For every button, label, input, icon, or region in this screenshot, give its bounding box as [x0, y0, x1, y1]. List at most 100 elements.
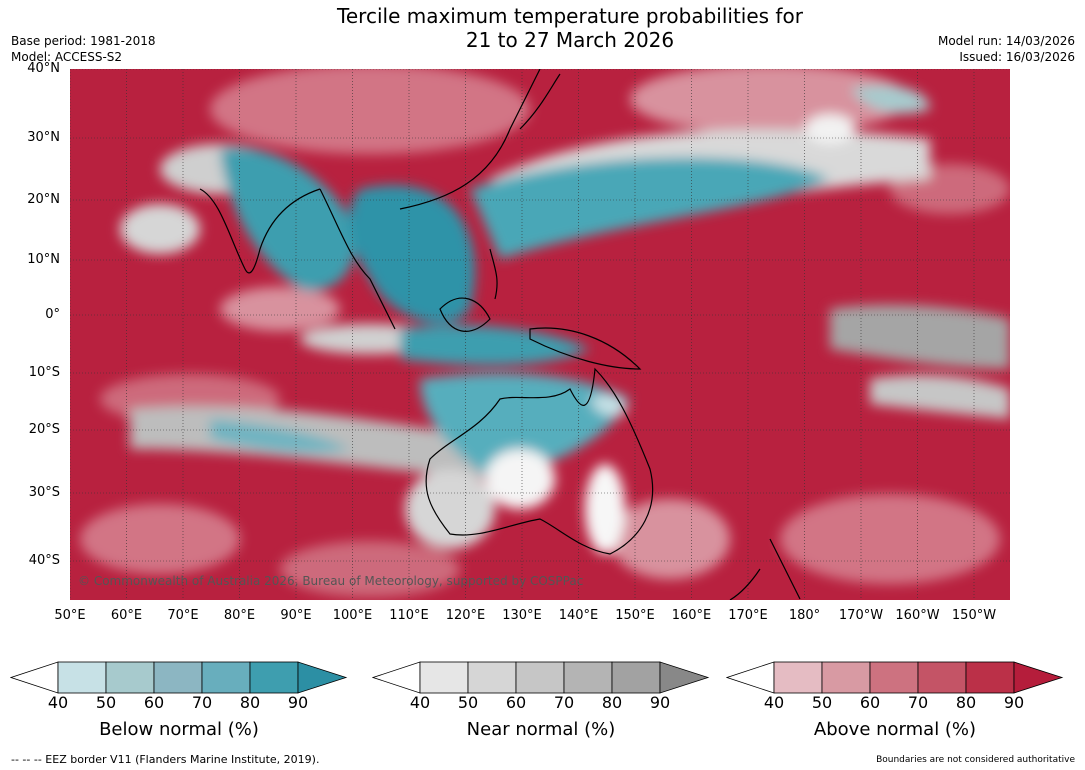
colorbar-tick-label: 50	[457, 693, 479, 712]
below-normal-region	[400, 325, 590, 366]
coastline-australia	[425, 367, 654, 555]
pink-region	[80, 504, 240, 574]
colorbar-segment	[105, 661, 155, 694]
probability-map: © Commonwealth of Australia 2026, Bureau…	[70, 69, 1010, 600]
colorbar-segment	[153, 661, 203, 694]
colorbar-high-extension	[1013, 661, 1064, 694]
lat-label: 40°S	[28, 553, 60, 568]
colorbar-high-extension	[659, 661, 710, 694]
near-normal-band	[830, 304, 1010, 369]
lon-label: 160°E	[671, 608, 712, 623]
colorbar-tick-label: 50	[811, 693, 833, 712]
colorbar-near-normal	[372, 661, 710, 694]
colorbar-segment	[965, 661, 1015, 694]
coastline-india	[199, 188, 321, 274]
lat-label: 10°S	[28, 365, 60, 380]
lat-label: 40°N	[27, 61, 60, 76]
lon-label: 160°W	[895, 608, 940, 623]
boundary-disclaimer: Boundaries are not considered authoritat…	[876, 755, 1075, 765]
lon-label: 120°E	[445, 608, 486, 623]
below-normal-region	[590, 394, 626, 416]
below-normal-region	[220, 147, 356, 291]
colorbar-tick-label: 70	[553, 693, 575, 712]
pink-region	[610, 499, 730, 579]
below-normal-region	[850, 85, 930, 114]
below-normal-region	[210, 419, 350, 454]
coastline-southeast-asia	[319, 188, 396, 330]
colorbar-tick-label: 60	[859, 693, 881, 712]
colorbar-tick-label: 60	[143, 693, 165, 712]
lon-label: 130°E	[502, 608, 542, 623]
colorbar-below-normal	[10, 661, 348, 694]
lon-label: 150°W	[951, 608, 997, 623]
chart-title: Tercile maximum temperature probabilitie…	[0, 4, 1085, 52]
coastline-japan	[519, 73, 561, 130]
coastline-philippines	[489, 248, 498, 300]
colorbar-segment	[773, 661, 823, 694]
lon-label: 110°E	[389, 608, 429, 623]
coastlines	[199, 69, 801, 600]
lat-label: 30°S	[28, 485, 60, 500]
coastline-east-asia	[399, 69, 541, 210]
title-line-1: Tercile maximum temperature probabilitie…	[337, 4, 803, 28]
colorbar-segment	[869, 661, 919, 694]
gridlines	[70, 69, 1010, 600]
colorbar-tick-label: 80	[601, 693, 623, 712]
colorbar-low-extension	[372, 661, 421, 694]
below-normal-region	[349, 185, 476, 324]
pink-region	[780, 494, 1000, 584]
copyright-text: © Commonwealth of Australia 2026, Bureau…	[78, 574, 583, 588]
base-period: Base period: 1981-2018	[11, 34, 156, 48]
colorbar-segment	[917, 661, 967, 694]
colorbar-tick-label: 40	[763, 693, 785, 712]
below-normal-region	[470, 157, 830, 259]
near-normal-region	[120, 204, 200, 254]
lon-label: 150°E	[615, 608, 655, 623]
colorbar-segment	[419, 661, 469, 694]
lon-label: 90°E	[280, 608, 312, 623]
issued-date: Issued: 16/03/2026	[959, 50, 1075, 64]
lon-label: 180°	[788, 608, 821, 623]
model-run: Model run: 14/03/2026	[937, 34, 1075, 48]
eez-border-note: -- -- -- EEZ border V11 (Flanders Marine…	[11, 753, 320, 766]
pink-region	[220, 287, 340, 331]
lat-label: 10°N	[27, 252, 60, 267]
colorbar-tick-label: 80	[239, 693, 261, 712]
colorbar-tick-label: 50	[95, 693, 117, 712]
colorbar-tick-label: 90	[649, 693, 671, 712]
lat-label: 20°N	[27, 192, 60, 207]
white-region	[585, 464, 625, 554]
colorbar-tick-label: 70	[191, 693, 213, 712]
colorbar-segment	[57, 661, 107, 694]
colorbar-title-near: Near normal (%)	[466, 719, 616, 740]
colorbar-low-extension	[10, 661, 59, 694]
below-normal-region	[420, 373, 630, 479]
lon-label: 50°E	[54, 608, 86, 623]
coastline-borneo	[439, 297, 491, 332]
colorbar-title-below: Below normal (%)	[99, 719, 259, 740]
lat-label: 30°N	[27, 130, 60, 145]
colorbar-segment	[821, 661, 871, 694]
colorbar-above-normal	[726, 661, 1064, 694]
lon-label: 70°E	[167, 608, 199, 623]
colorbar-segment	[611, 661, 661, 694]
model-name: Model: ACCESS-S2	[11, 50, 123, 64]
colorbar-tick-label: 70	[907, 693, 929, 712]
lon-label: 170°E	[728, 608, 768, 623]
pink-region	[210, 69, 530, 154]
lon-label: 140°E	[558, 608, 599, 623]
meta-left: Base period: 1981-2018 Model: ACCESS-S2	[11, 33, 156, 65]
colorbar-segment	[563, 661, 613, 694]
colorbar-tick-label: 90	[287, 693, 309, 712]
colorbar-tick-label: 80	[955, 693, 977, 712]
coastline-new-zealand	[729, 538, 801, 600]
colorbar-tick-label: 60	[505, 693, 527, 712]
colorbar-segment	[249, 661, 299, 694]
near-normal-region	[405, 469, 495, 549]
near-normal-band	[870, 374, 1010, 419]
colorbar-tick-label: 90	[1003, 693, 1025, 712]
lon-label: 100°E	[332, 608, 373, 623]
colorbar-tick-label: 40	[409, 693, 431, 712]
coastline-new-guinea	[529, 327, 642, 370]
lon-label: 170°W	[838, 608, 884, 623]
